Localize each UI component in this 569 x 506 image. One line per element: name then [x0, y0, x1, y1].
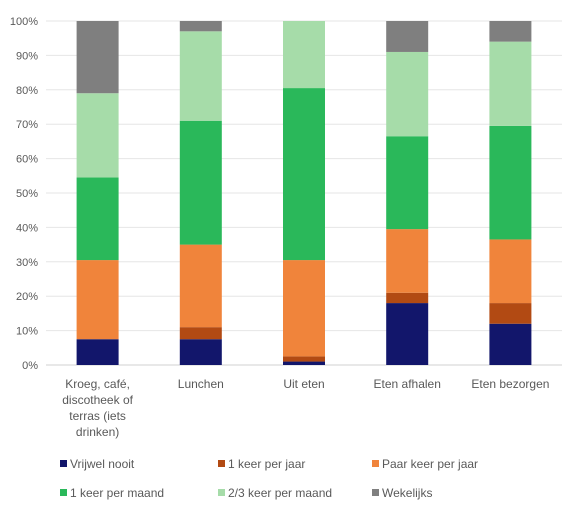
bar-segment	[76, 21, 119, 94]
bar-segment	[489, 125, 532, 240]
bar-segment	[489, 21, 532, 42]
bar-segment	[489, 303, 532, 324]
y-tick-label: 40%	[16, 222, 38, 234]
y-tick-label: 20%	[16, 291, 38, 303]
bar-segment	[386, 229, 429, 293]
bar-segment	[283, 361, 325, 365]
x-tick-label: Kroeg, café, discotheek of terras (iets dri…	[62, 377, 133, 439]
legend-swatch	[372, 489, 379, 496]
x-tick-label: Lunchen	[178, 377, 224, 391]
bar-segment	[76, 260, 119, 340]
legend-swatch	[218, 489, 225, 496]
legend-label: Wekelijks	[382, 486, 432, 500]
y-tick-label: 0%	[22, 360, 38, 372]
x-tick-label: Eten afhalen	[374, 377, 441, 391]
y-tick-label: 70%	[16, 119, 38, 131]
bar-segment	[283, 260, 325, 357]
x-tick-label: Eten bezorgen	[471, 377, 549, 391]
bar-segment	[489, 41, 532, 126]
x-tick-label-line: Eten bezorgen	[471, 377, 549, 391]
y-tick-label: 90%	[16, 50, 38, 62]
x-tick-label-line: Kroeg, café,	[65, 377, 130, 391]
bar-segment	[386, 292, 429, 304]
bar-segment	[76, 93, 119, 178]
bar-segment	[76, 339, 119, 365]
bar-segment	[179, 244, 222, 328]
y-tick-label: 100%	[10, 16, 38, 28]
legend-label: 1 keer per jaar	[228, 457, 305, 471]
bar-segment	[179, 327, 222, 340]
bar-segment	[386, 303, 429, 365]
legend-swatch	[60, 460, 67, 467]
y-tick-label: 10%	[16, 326, 38, 338]
y-tick-label: 80%	[16, 85, 38, 97]
bar-segment	[283, 21, 325, 89]
legend-swatch	[372, 460, 379, 467]
y-tick-label: 60%	[16, 154, 38, 166]
bar-segment	[489, 239, 532, 304]
x-tick-label-line: discotheek of	[62, 393, 133, 407]
y-tick-label: 50%	[16, 188, 38, 200]
bar-segment	[489, 323, 532, 365]
legend-label: 2/3 keer per maand	[228, 486, 332, 500]
bar-segment	[76, 177, 119, 261]
legend-swatch	[218, 460, 225, 467]
bar-segment	[386, 21, 429, 52]
x-tick-label-line: Uit eten	[283, 377, 324, 391]
bar-segment	[179, 339, 222, 365]
bar-segment	[179, 120, 222, 245]
legend-label: Vrijwel nooit	[70, 457, 135, 471]
y-tick-label: 30%	[16, 257, 38, 269]
bar-segment	[386, 136, 429, 230]
x-tick-label-line: Lunchen	[178, 377, 224, 391]
bar-segment	[283, 356, 325, 362]
bar-segment	[179, 31, 222, 121]
x-tick-label: Uit eten	[283, 377, 324, 391]
bar-segment	[386, 51, 429, 137]
legend-swatch	[60, 489, 67, 496]
legend-label: Paar keer per jaar	[382, 457, 478, 471]
x-tick-label-line: Eten afhalen	[374, 377, 441, 391]
x-tick-label-line: drinken)	[76, 425, 119, 439]
x-tick-label-line: terras (iets	[69, 409, 126, 423]
bar-segment	[283, 88, 325, 261]
legend-label: 1 keer per maand	[70, 486, 164, 500]
bar-segment	[179, 21, 222, 32]
